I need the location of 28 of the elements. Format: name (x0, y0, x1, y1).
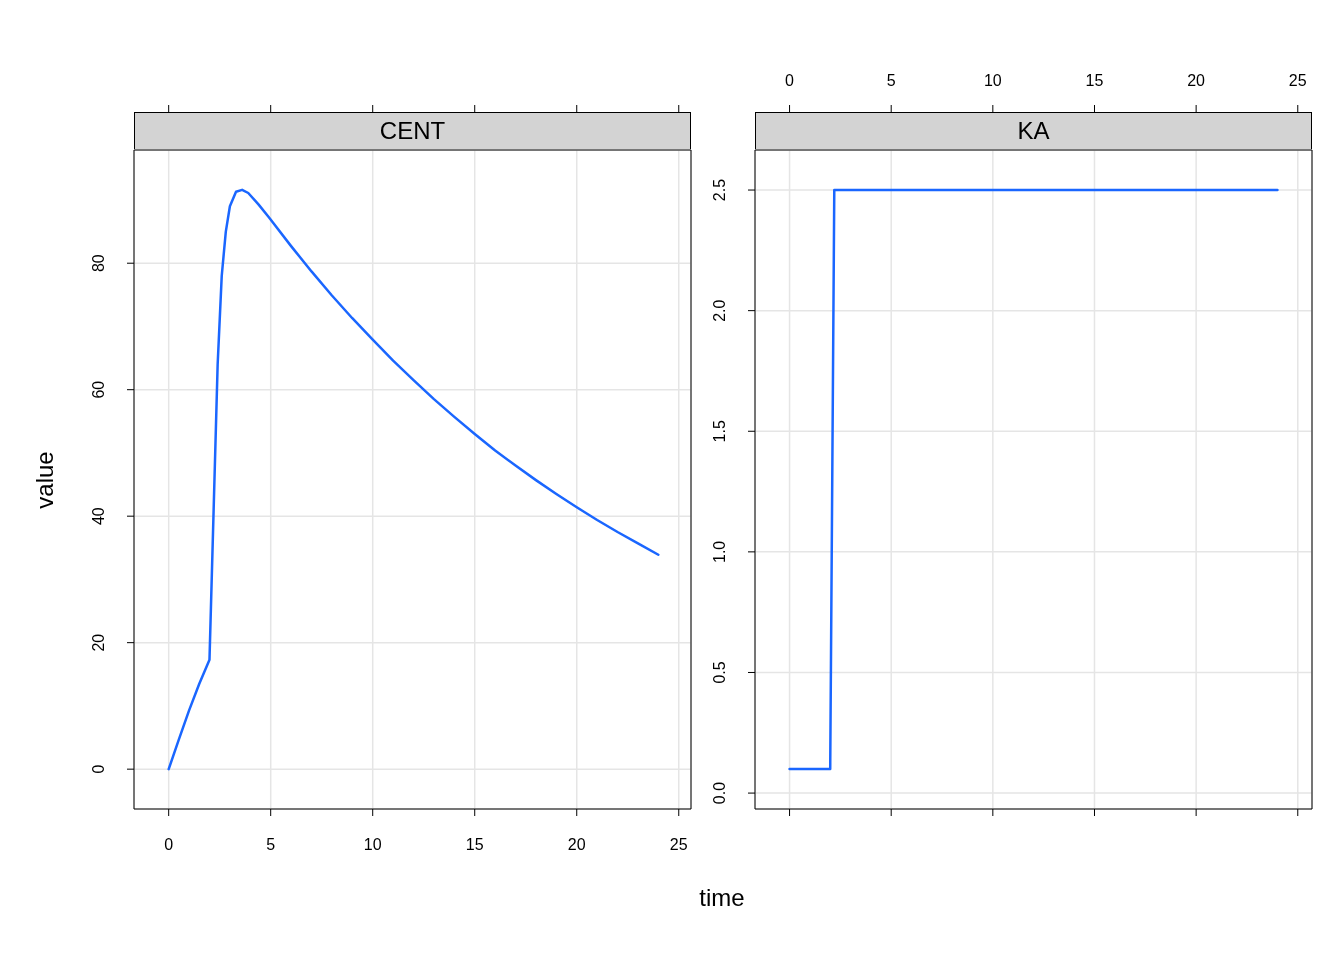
y-tick-label: 20 (90, 633, 107, 652)
y-tick-label: 0 (90, 764, 107, 774)
x-tick-label: 5 (886, 72, 896, 89)
x-tick-label: 15 (1085, 72, 1104, 89)
y-tick-label: 2.5 (711, 178, 728, 202)
y-tick-label: 1.5 (711, 420, 728, 443)
y-tick-label: 80 (90, 254, 107, 273)
line-series (167, 188, 660, 771)
chart-title: KA (1017, 117, 1050, 145)
y-tick-label: 0.0 (711, 781, 728, 805)
y-tick-label: 0.5 (711, 661, 728, 684)
x-tick-label: 0 (164, 836, 174, 853)
y-tick-label: 2.0 (711, 299, 728, 322)
x-tick-label: 25 (1288, 72, 1307, 89)
y-tick-label: 40 (90, 507, 107, 526)
chart-title: CENT (379, 117, 446, 145)
y-axis-title: value (31, 451, 58, 509)
x-tick-label: 25 (669, 836, 688, 853)
y-tick-label: 60 (90, 380, 107, 399)
x-tick-label: 5 (266, 836, 276, 853)
x-tick-label: 10 (983, 72, 1002, 89)
x-tick-label: 20 (567, 836, 586, 853)
x-axis-title: time (699, 884, 745, 911)
x-tick-label: 0 (785, 72, 795, 89)
y-tick-label: 1.0 (711, 540, 728, 563)
x-tick-label: 20 (1187, 72, 1206, 89)
x-tick-label: 15 (465, 836, 484, 853)
x-tick-label: 10 (363, 836, 382, 853)
